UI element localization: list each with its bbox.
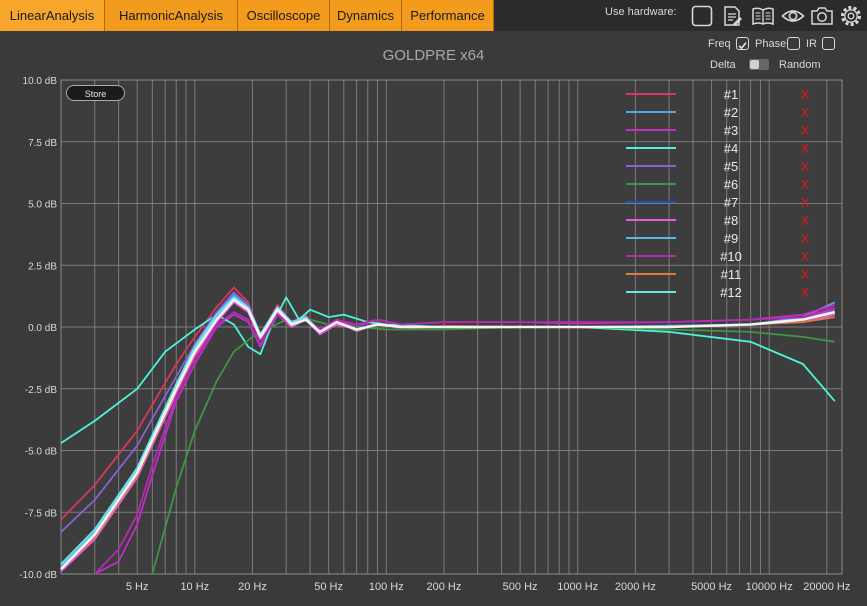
tab-bar: LinearAnalysis HarmonicAnalysis Oscillos… xyxy=(0,0,867,31)
tab-oscilloscope[interactable]: Oscilloscope xyxy=(238,0,330,31)
legend-label: #8 xyxy=(724,213,738,228)
x-tick-label: 2000 Hz xyxy=(615,581,656,593)
random-label: Random xyxy=(779,59,821,71)
tab-linear-analysis[interactable]: LinearAnalysis xyxy=(0,0,105,31)
gear-icon[interactable] xyxy=(839,4,863,28)
remove-series-button[interactable]: X xyxy=(801,231,810,246)
delta-label: Delta xyxy=(710,59,736,71)
chart-title: GOLDPRE x64 xyxy=(382,47,485,64)
notes-icon[interactable] xyxy=(720,4,744,28)
x-tick-label: 100 Hz xyxy=(369,581,404,593)
freq-checkbox[interactable] xyxy=(736,37,749,50)
legend-label: #1 xyxy=(724,87,738,102)
x-tick-label: 500 Hz xyxy=(503,581,538,593)
remove-series-button[interactable]: X xyxy=(801,159,810,174)
legend-label: #2 xyxy=(724,105,738,120)
legend-label: #10 xyxy=(720,249,742,264)
y-tick-label: -7.5 dB xyxy=(25,508,58,519)
freq-label: Freq xyxy=(708,38,731,50)
x-tick-label: 5 Hz xyxy=(126,581,149,593)
x-tick-label: 20 Hz xyxy=(238,581,267,593)
legend-label: #6 xyxy=(724,177,738,192)
remove-series-button[interactable]: X xyxy=(801,267,810,282)
y-tick-label: -5.0 dB xyxy=(25,447,58,458)
y-tick-label: -2.5 dB xyxy=(25,385,58,396)
legend-label: #7 xyxy=(724,195,738,210)
x-tick-label: 50 Hz xyxy=(314,581,343,593)
check-icon xyxy=(738,42,747,50)
y-tick-label: -10.0 dB xyxy=(19,570,57,581)
remove-series-button[interactable]: X xyxy=(801,141,810,156)
x-tick-label: 10 Hz xyxy=(180,581,209,593)
remove-series-button[interactable]: X xyxy=(801,123,810,138)
legend-label: #3 xyxy=(724,123,738,138)
ir-label: IR xyxy=(806,38,817,50)
book-icon[interactable] xyxy=(751,4,775,28)
delta-random-toggle[interactable] xyxy=(749,59,769,70)
eye-icon[interactable] xyxy=(781,4,805,28)
series-line xyxy=(60,298,836,571)
y-tick-label: 5.0 dB xyxy=(28,200,57,211)
legend-label: #11 xyxy=(721,267,742,282)
legend-label: #4 xyxy=(724,141,738,156)
legend-label: #5 xyxy=(724,159,738,174)
checkbox-icon[interactable] xyxy=(690,4,714,28)
phase-label: Phase xyxy=(755,38,787,50)
y-tick-label: 2.5 dB xyxy=(28,261,57,272)
camera-icon[interactable] xyxy=(810,4,834,28)
x-tick-label: 20000 Hz xyxy=(803,581,850,593)
phase-checkbox[interactable] xyxy=(787,37,800,50)
x-tick-label: 5000 Hz xyxy=(691,581,732,593)
remove-series-button[interactable]: X xyxy=(801,87,810,102)
x-tick-label: 10000 Hz xyxy=(746,581,793,593)
remove-series-button[interactable]: X xyxy=(801,249,810,264)
legend-label: #9 xyxy=(724,231,738,246)
tab-performance[interactable]: Performance xyxy=(402,0,494,31)
toggle-knob xyxy=(750,60,759,69)
tab-harmonic-analysis[interactable]: HarmonicAnalysis xyxy=(105,0,238,31)
y-tick-label: 0.0 dB xyxy=(28,323,57,334)
remove-series-button[interactable]: X xyxy=(801,105,810,120)
x-tick-label: 1000 Hz xyxy=(557,581,598,593)
remove-series-button[interactable]: X xyxy=(801,177,810,192)
series-line xyxy=(151,318,835,575)
remove-series-button[interactable]: X xyxy=(801,195,810,210)
use-hardware-label: Use hardware: xyxy=(605,6,677,18)
tab-dynamics[interactable]: Dynamics xyxy=(330,0,402,31)
ir-checkbox[interactable] xyxy=(822,37,835,50)
remove-series-button[interactable]: X xyxy=(801,213,810,228)
legend-label: #12 xyxy=(720,285,742,300)
x-tick-label: 200 Hz xyxy=(426,581,461,593)
store-button[interactable]: Store xyxy=(66,85,125,101)
y-tick-label: 10.0 dB xyxy=(23,76,58,87)
y-tick-label: 7.5 dB xyxy=(28,138,57,149)
remove-series-button[interactable]: X xyxy=(801,285,810,300)
